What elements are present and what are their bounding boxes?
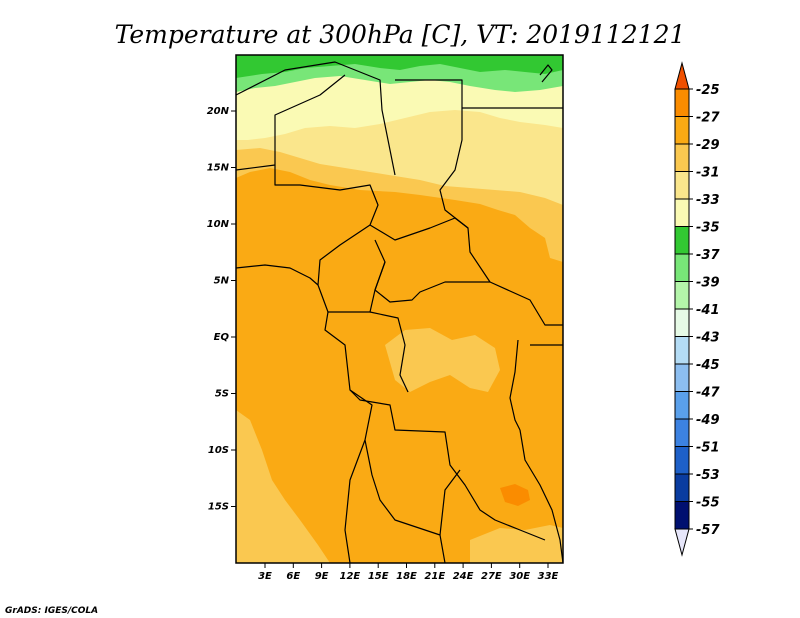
y-tick-label: 10S bbox=[208, 445, 229, 456]
colorbar-label: -41 bbox=[696, 303, 720, 318]
border-line bbox=[369, 311, 409, 393]
y-tick-label: 5S bbox=[215, 389, 229, 400]
y-tick-label: 15N bbox=[207, 163, 230, 174]
credit-text: GrADS: IGES/COLA bbox=[5, 606, 98, 616]
colorbar-swatch bbox=[674, 336, 690, 365]
colorbar-label: -53 bbox=[696, 468, 720, 483]
border-line bbox=[236, 61, 396, 176]
border-line bbox=[395, 79, 563, 109]
colorbar-label: -51 bbox=[696, 441, 720, 456]
border-line bbox=[509, 339, 521, 431]
x-tick-label: 9E bbox=[315, 571, 329, 582]
colorbar-swatch bbox=[674, 281, 690, 310]
yellow-patch-central bbox=[385, 328, 500, 392]
x-tick-label: 6E bbox=[286, 571, 300, 582]
y-tick-label: 5N bbox=[214, 276, 230, 287]
border-line bbox=[324, 311, 546, 541]
x-tick-label: 12E bbox=[340, 571, 361, 582]
chart-title: Temperature at 300hPa [C], VT: 201911212… bbox=[115, 20, 686, 49]
yellow-patch-southeast bbox=[470, 525, 563, 563]
border-line bbox=[369, 217, 469, 241]
x-tick-label: 24E bbox=[453, 571, 474, 582]
x-tick-label: 18E bbox=[396, 571, 417, 582]
colorbar-label: -45 bbox=[696, 358, 720, 373]
colorbar-label: -43 bbox=[696, 331, 720, 346]
border-line bbox=[539, 64, 553, 83]
colorbar-swatch bbox=[674, 88, 690, 117]
colorbar-label: -31 bbox=[696, 166, 720, 181]
border-line bbox=[374, 261, 563, 326]
colorbar-swatch bbox=[674, 501, 690, 530]
y-axis: 20N 15N 10N 5N EQ 5S 10S 15S bbox=[207, 106, 236, 513]
x-axis: 3E 6E 9E 12E 15E 18E 21E 24E 27E 30E 33E bbox=[258, 563, 559, 582]
map-frame bbox=[235, 54, 564, 564]
colorbar-label: -35 bbox=[696, 221, 720, 236]
colorbar-label: -47 bbox=[696, 386, 720, 401]
colorbar-swatch bbox=[674, 198, 690, 227]
colorbar-swatch bbox=[674, 391, 690, 420]
colorbar-swatch bbox=[674, 473, 690, 502]
y-tick-label: 15S bbox=[208, 502, 229, 513]
x-tick-label: 27E bbox=[481, 571, 502, 582]
x-tick-label: 15E bbox=[368, 571, 389, 582]
colorbar-swatch bbox=[674, 253, 690, 282]
x-tick-label: 33E bbox=[538, 571, 559, 582]
x-tick-label: 21E bbox=[424, 571, 445, 582]
temperature-field bbox=[236, 55, 563, 563]
y-tick-label: 10N bbox=[207, 219, 230, 230]
country-borders bbox=[236, 61, 563, 563]
colorbar-swatch bbox=[674, 226, 690, 255]
colorbar-label: -25 bbox=[696, 83, 720, 98]
colorbar: -25 -27 -29 -31 -33 -35 -37 -39 -41 -43 -45 -47 -49 -… bbox=[674, 61, 720, 557]
border-line bbox=[439, 108, 491, 283]
colorbar-swatch bbox=[674, 363, 690, 392]
border-line bbox=[236, 74, 346, 171]
colorbar-swatch bbox=[674, 418, 690, 447]
yellow-patch-west bbox=[236, 410, 330, 563]
border-line bbox=[519, 429, 563, 563]
colorbar-label: -37 bbox=[696, 248, 720, 263]
colorbar-swatch bbox=[674, 308, 690, 337]
y-tick-label: EQ bbox=[214, 332, 230, 343]
colorbar-label: -57 bbox=[696, 523, 720, 538]
border-line bbox=[344, 389, 373, 563]
colorbar-label: -49 bbox=[696, 413, 720, 428]
y-tick-label: 20N bbox=[207, 106, 230, 117]
colorbar-swatch bbox=[674, 171, 690, 200]
colorbar-label: -55 bbox=[696, 496, 720, 511]
colorbar-label: -33 bbox=[696, 193, 720, 208]
dark-orange-spot bbox=[500, 484, 530, 506]
dark-green-region bbox=[236, 55, 563, 78]
colorbar-swatch bbox=[674, 446, 690, 475]
x-tick-label: 30E bbox=[509, 571, 530, 582]
border-line bbox=[364, 439, 446, 563]
border-line bbox=[439, 469, 461, 536]
colorbar-swatch bbox=[674, 143, 690, 172]
colorbar-bottom-triangle bbox=[674, 528, 690, 557]
colorbar-label: -29 bbox=[696, 138, 720, 153]
x-tick-label: 3E bbox=[258, 571, 272, 582]
colorbar-swatch bbox=[674, 116, 690, 145]
colorbar-label: -27 bbox=[696, 111, 720, 126]
border-line bbox=[274, 165, 379, 286]
colorbar-top-triangle bbox=[674, 61, 690, 90]
colorbar-label: -39 bbox=[696, 276, 720, 291]
